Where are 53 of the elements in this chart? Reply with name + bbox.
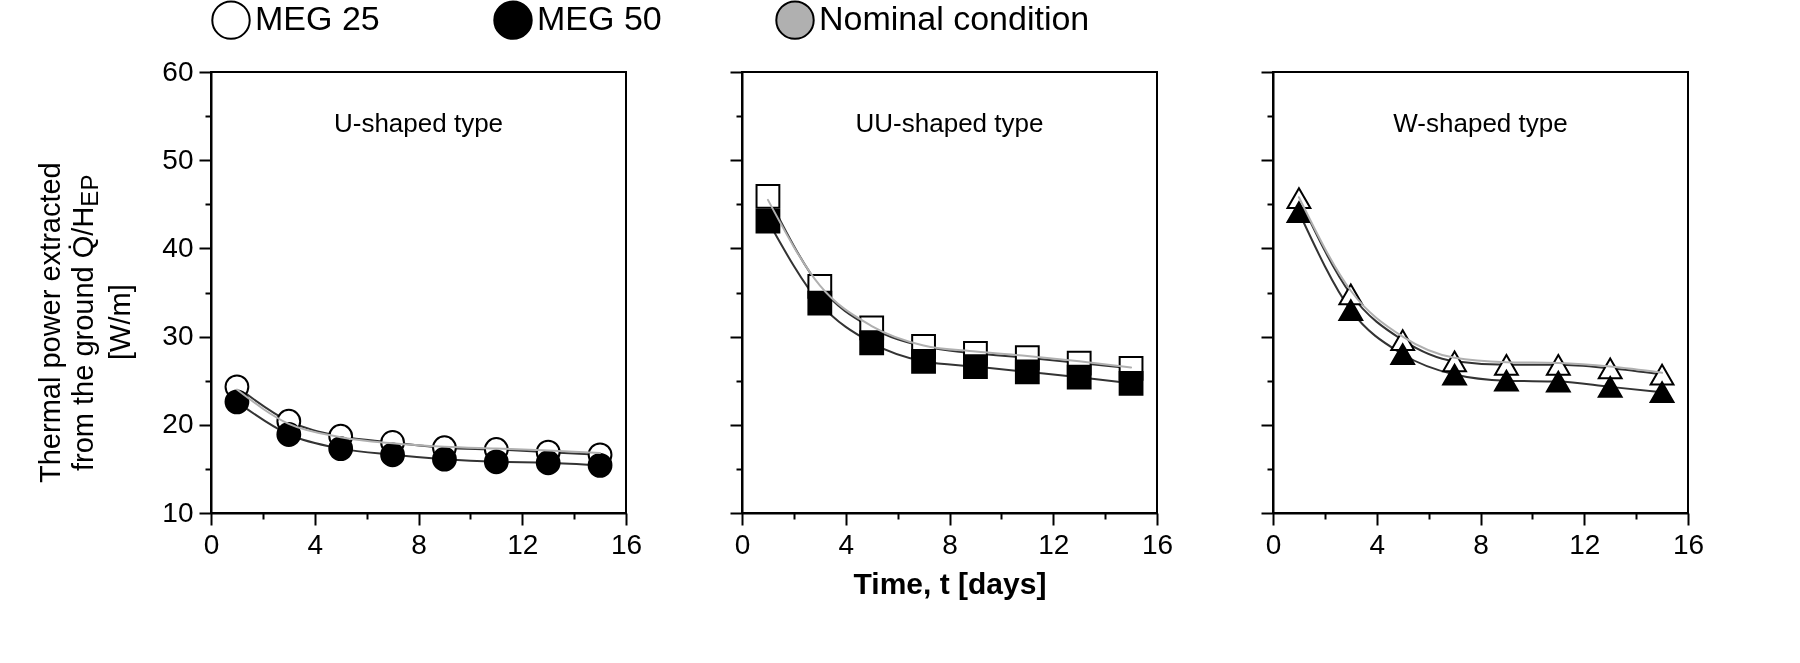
x-tick-label: 16 — [610, 528, 643, 560]
x-tick-label: 8 — [942, 528, 958, 560]
point — [380, 442, 405, 468]
point — [328, 436, 354, 461]
y-tick-label: 10 — [162, 496, 194, 528]
point — [963, 354, 988, 379]
point — [1118, 370, 1144, 396]
point — [807, 290, 833, 316]
x-tick-label: 0 — [1265, 528, 1282, 560]
legend-label: MEG 25 — [255, 0, 380, 38]
legend-label: MEG 50 — [537, 0, 662, 38]
y-tick-label: 20 — [162, 408, 194, 440]
x-tick-label: 0 — [734, 528, 751, 560]
x-tick-label: 4 — [307, 528, 324, 560]
y-tick-label: 50 — [162, 143, 194, 175]
y-tick-label: 60 — [162, 55, 194, 87]
x-tick-label: 12 — [507, 528, 539, 560]
point — [911, 348, 936, 374]
x-tick-label: 12 — [1038, 528, 1070, 560]
point — [1597, 376, 1623, 398]
x-tick-label: 4 — [1369, 528, 1386, 560]
y-tick-label: 40 — [162, 231, 194, 263]
point — [1545, 370, 1571, 393]
x-tick-label: 8 — [411, 528, 427, 560]
y-tick-label: 30 — [162, 320, 194, 352]
x-tick-label: 4 — [838, 528, 855, 560]
point — [859, 330, 885, 356]
point — [1338, 299, 1364, 322]
point — [276, 422, 302, 447]
x-tick-label: 12 — [1569, 528, 1601, 560]
point — [535, 450, 561, 476]
point — [755, 183, 781, 209]
point — [1066, 364, 1092, 390]
point — [1442, 363, 1467, 386]
text: U-shaped type — [333, 108, 504, 138]
text: UU-shaped type — [855, 108, 1044, 138]
text: W-shaped type — [1393, 108, 1568, 138]
legend-label: Nominal condition — [819, 0, 1090, 38]
point — [432, 446, 457, 472]
x-tick-label: 16 — [1141, 528, 1174, 560]
x-tick-label: 8 — [1473, 528, 1489, 560]
x-tick-label: 16 — [1672, 528, 1705, 560]
point — [1286, 201, 1312, 224]
x-axis-title: Time, t [days] — [853, 566, 1047, 600]
point — [1649, 363, 1675, 386]
point — [1014, 359, 1040, 385]
x-tick-label: 0 — [203, 528, 220, 560]
point — [1494, 369, 1519, 392]
point — [224, 389, 250, 415]
point — [1390, 343, 1416, 366]
point — [483, 449, 509, 475]
point — [587, 452, 613, 478]
point — [1649, 381, 1675, 404]
